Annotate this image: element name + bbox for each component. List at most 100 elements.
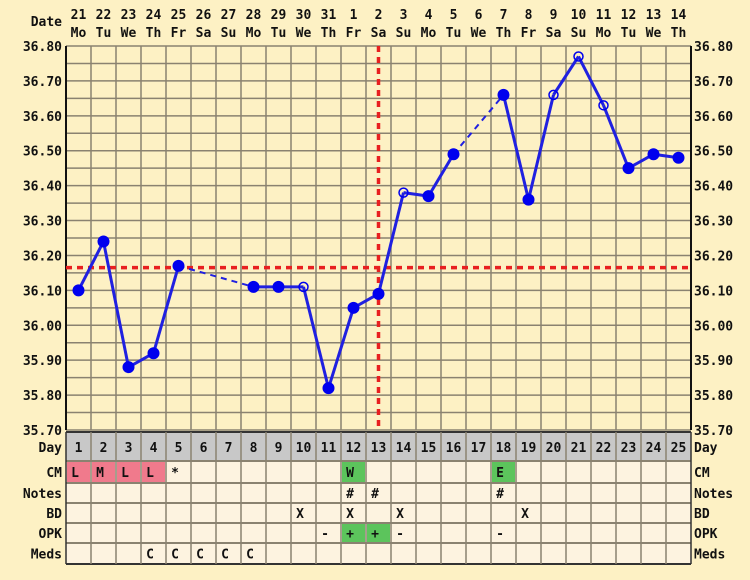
row-label-left: OPK	[39, 527, 63, 542]
row-cell-value: +	[371, 527, 379, 542]
day-number: 14	[396, 441, 412, 456]
date-tick-label: 27	[221, 8, 237, 23]
date-tick-label: 8	[525, 8, 533, 23]
row-label-right: Notes	[694, 487, 733, 502]
row-cell-value: C	[221, 548, 229, 563]
y-tick-label-right: 36.10	[694, 284, 733, 299]
temperature-point	[97, 235, 110, 248]
temperature-segment	[302, 286, 330, 389]
row-cell-value: +	[346, 527, 354, 542]
day-number: 6	[200, 441, 208, 456]
weekday-tick-label: Su	[571, 26, 587, 41]
weekday-tick-label: Mo	[71, 26, 87, 41]
date-tick-label: 21	[71, 8, 87, 23]
row-cell-value: -	[321, 527, 329, 542]
row-cell-value: C	[171, 548, 179, 563]
day-number: 21	[571, 441, 587, 456]
weekday-tick-label: Fr	[521, 26, 537, 41]
y-tick-label-right: 36.40	[694, 180, 733, 195]
row-cell-value: M	[96, 466, 104, 481]
weekday-tick-label: Su	[396, 26, 412, 41]
y-tick-label-left: 35.90	[23, 354, 62, 369]
row-cell-value: X	[521, 507, 529, 522]
temperature-point	[422, 190, 435, 203]
temperature-segment	[527, 94, 555, 200]
date-tick-label: 28	[246, 8, 262, 23]
temperature-segment	[427, 153, 455, 197]
day-number: 2	[100, 441, 108, 456]
day-number: 23	[621, 441, 637, 456]
weekday-tick-label: Th	[671, 26, 687, 41]
date-tick-label: 24	[146, 8, 162, 23]
y-tick-label-right: 35.80	[694, 389, 733, 404]
temperature-point	[647, 148, 660, 161]
y-tick-label-left: 36.30	[23, 215, 62, 230]
row-cell-value: #	[496, 487, 504, 502]
temperature-point	[447, 148, 460, 161]
temperature-point	[322, 382, 335, 395]
temperature-gap-segment	[178, 264, 254, 288]
temperature-segment	[602, 104, 630, 169]
date-tick-label: 10	[571, 8, 587, 23]
row-cell-value: W	[346, 466, 354, 481]
y-tick-label-right: 36.70	[694, 75, 733, 90]
day-number: 17	[471, 441, 487, 456]
date-tick-label: 23	[121, 8, 137, 23]
row-cell-value: C	[246, 548, 254, 563]
weekday-tick-label: Mo	[596, 26, 612, 41]
y-tick-label-left: 36.70	[23, 75, 62, 90]
weekday-tick-label: Su	[221, 26, 237, 41]
temperature-point	[247, 280, 260, 293]
table-bg	[66, 461, 691, 564]
highlighted-cell	[342, 524, 365, 542]
row-cell-value: -	[396, 527, 404, 542]
temperature-point	[272, 280, 285, 293]
temperature-segment	[552, 55, 580, 96]
row-cell-value: C	[146, 548, 154, 563]
temperature-point	[72, 284, 85, 297]
weekday-tick-label: Th	[321, 26, 337, 41]
day-number: 15	[421, 441, 437, 456]
row-cell-value: L	[121, 466, 129, 481]
y-tick-label-right: 36.30	[694, 215, 733, 230]
temperature-point	[347, 301, 360, 314]
day-number: 10	[296, 441, 312, 456]
temperature-segment	[327, 307, 355, 389]
day-number: 3	[125, 441, 133, 456]
highlighted-cell	[492, 462, 515, 482]
date-tick-label: 26	[196, 8, 212, 23]
day-label-left: Day	[39, 441, 63, 456]
weekday-tick-label: Fr	[346, 26, 362, 41]
row-label-left: Meds	[31, 548, 62, 563]
date-tick-label: 31	[321, 8, 337, 23]
row-cell-value: #	[346, 487, 354, 502]
y-tick-label-right: 35.90	[694, 354, 733, 369]
y-tick-label-left: 36.00	[23, 319, 62, 334]
weekday-tick-label: Mo	[246, 26, 262, 41]
weekday-tick-label: We	[296, 26, 312, 41]
y-tick-label-right: 35.70	[694, 424, 733, 439]
weekday-tick-label: Tu	[446, 26, 462, 41]
row-cell-value: X	[296, 507, 304, 522]
date-tick-label: 13	[646, 8, 662, 23]
highlighted-cell	[142, 462, 165, 482]
row-cell-value: C	[196, 548, 204, 563]
date-tick-label: 7	[500, 8, 508, 23]
y-tick-label-left: 36.10	[23, 284, 62, 299]
row-cell-value: E	[496, 466, 504, 481]
date-tick-label: 2	[375, 8, 383, 23]
day-number: 19	[521, 441, 537, 456]
date-tick-label: 4	[425, 8, 433, 23]
y-tick-label-left: 36.80	[23, 40, 62, 55]
temperature-gap-segment	[452, 94, 505, 155]
day-number: 22	[596, 441, 612, 456]
temperature-segment	[377, 192, 405, 295]
highlighted-cell	[342, 462, 365, 482]
weekday-tick-label: Sa	[546, 26, 562, 41]
temperature-point-open	[398, 187, 409, 198]
temperature-point	[172, 259, 185, 272]
highlighted-cell	[367, 524, 390, 542]
date-tick-label: 1	[350, 8, 358, 23]
row-cell-value: L	[71, 466, 79, 481]
